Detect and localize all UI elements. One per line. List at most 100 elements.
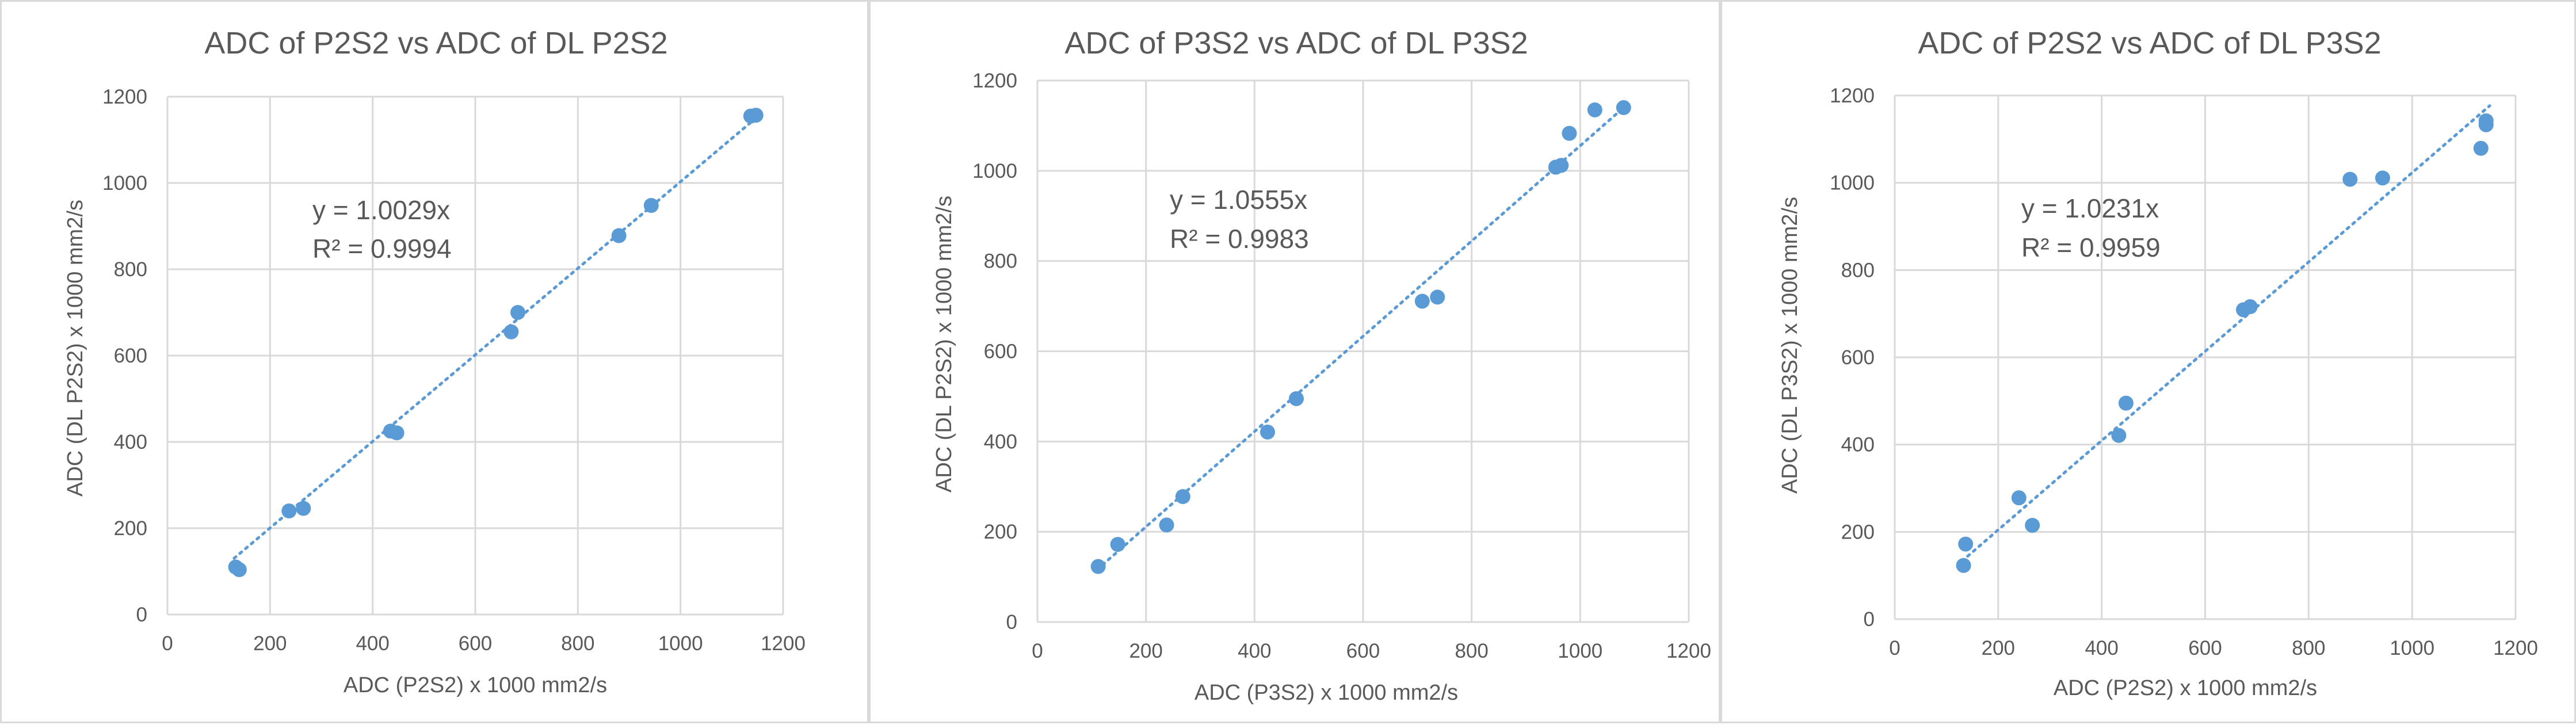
- x-tick-label: 1200: [1666, 640, 1711, 662]
- data-points: [1090, 100, 1631, 574]
- axis-ticks: 0 200 400 600 800 1000 1200 0 200 400 600 800 1000 12…: [102, 86, 806, 655]
- data-point: [510, 305, 526, 320]
- data-point: [1175, 489, 1190, 505]
- y-tick-label: 200: [1841, 521, 1875, 543]
- y-tick-label: 600: [984, 341, 1017, 363]
- data-point: [2025, 517, 2040, 533]
- y-axis-title: ADC (DL P3S2) x 1000 mm2/s: [1778, 197, 1802, 494]
- y-tick-label: 200: [114, 517, 147, 540]
- x-tick-label: 0: [162, 632, 173, 655]
- x-tick-label: 800: [561, 632, 594, 655]
- data-point: [1554, 158, 1569, 173]
- y-tick-label: 0: [136, 604, 147, 626]
- y-tick-label: 1200: [972, 70, 1017, 92]
- chart-title: ADC of P2S2 vs ADC of DL P3S2: [1918, 26, 2381, 60]
- data-point: [2478, 113, 2494, 128]
- data-points: [1956, 113, 2494, 573]
- x-tick-label: 0: [1889, 637, 1900, 659]
- trendline-path: [1960, 104, 2491, 563]
- trendline: [232, 115, 759, 560]
- x-tick-label: 800: [1455, 640, 1488, 662]
- x-tick-label: 1000: [2390, 637, 2434, 659]
- data-point: [2118, 395, 2134, 411]
- r-squared-label: R² = 0.9959: [2021, 232, 2161, 262]
- y-axis-title: ADC (DL P2S2) x 1000 mm2/s: [63, 200, 87, 497]
- scatter-chart-2: ADC of P3S2 vs ADC of DL P3S2 0 200 400 600…: [932, 26, 1711, 705]
- x-tick-label: 600: [1346, 640, 1380, 662]
- data-point: [1288, 391, 1304, 406]
- y-tick-label: 1000: [1830, 172, 1875, 194]
- trendline-path: [232, 115, 759, 560]
- data-point: [1430, 289, 1445, 305]
- data-point: [1159, 517, 1174, 533]
- y-tick-label: 1000: [102, 172, 147, 194]
- trendline: [1960, 104, 2491, 563]
- x-axis-title: ADC (P2S2) x 1000 mm2/s: [344, 673, 607, 697]
- x-axis-title: ADC (P3S2) x 1000 mm2/s: [1194, 681, 1458, 705]
- axis-ticks: 0 200 400 600 800 1000 1200 0 200 400 600 800 1000 12…: [972, 70, 1711, 662]
- r-squared-label: R² = 0.9994: [312, 234, 452, 264]
- x-tick-label: 1000: [1558, 640, 1602, 662]
- y-tick-label: 1200: [102, 86, 147, 108]
- y-tick-label: 1000: [972, 160, 1017, 182]
- data-point: [1616, 100, 1631, 116]
- x-tick-label: 400: [356, 632, 389, 655]
- x-tick-label: 400: [2085, 637, 2118, 659]
- y-tick-label: 1200: [1830, 85, 1875, 107]
- x-tick-label: 800: [2292, 637, 2325, 659]
- y-tick-label: 400: [114, 431, 147, 453]
- scatter-chart-3: ADC of P2S2 vs ADC of DL P3S2 0 200 400 600…: [1778, 26, 2538, 700]
- grid-lines: [1036, 79, 1690, 623]
- data-point: [1110, 537, 1125, 552]
- chart-title: ADC of P3S2 vs ADC of DL P3S2: [1064, 26, 1528, 60]
- chart-title: ADC of P2S2 vs ADC of DL P2S2: [204, 26, 667, 60]
- x-axis-title: ADC (P2S2) x 1000 mm2/s: [2054, 676, 2317, 700]
- x-tick-label: 200: [1982, 637, 2015, 659]
- data-point: [1587, 102, 1602, 117]
- data-points: [228, 108, 764, 577]
- x-tick-label: 200: [253, 632, 287, 655]
- data-point: [2342, 171, 2358, 187]
- x-tick-label: 200: [1129, 640, 1162, 662]
- y-tick-label: 800: [984, 250, 1017, 273]
- y-axis-title: ADC (DL P2S2) x 1000 mm2/s: [932, 196, 956, 493]
- y-tick-label: 200: [984, 521, 1017, 543]
- y-tick-label: 400: [1841, 434, 1875, 456]
- grid-lines: [1894, 94, 2517, 620]
- x-tick-label: 600: [459, 632, 492, 655]
- axis-ticks: 0 200 400 600 800 1000 1200 0 200 400 600 800 1000 12…: [1830, 85, 2538, 659]
- data-point: [2473, 140, 2489, 156]
- data-point: [1260, 424, 1275, 440]
- x-tick-label: 1200: [761, 632, 806, 655]
- x-tick-label: 0: [1032, 640, 1043, 662]
- trendline-equation: y = 1.0029x: [312, 195, 450, 225]
- data-point: [231, 562, 247, 577]
- data-point: [281, 503, 297, 518]
- data-point: [2242, 299, 2258, 315]
- x-tick-label: 600: [2188, 637, 2222, 659]
- data-point: [503, 324, 519, 339]
- y-tick-label: 0: [1006, 611, 1017, 634]
- data-point: [2111, 428, 2127, 443]
- chart-panel-2: ADC of P3S2 vs ADC of DL P3S2 0 200 400 600…: [869, 0, 1720, 723]
- trendline: [1096, 104, 1628, 571]
- y-tick-label: 600: [114, 345, 147, 367]
- trendline-path: [1096, 104, 1628, 571]
- data-point: [1562, 125, 1577, 141]
- y-tick-label: 800: [1841, 259, 1875, 281]
- scatter-chart-1: ADC of P2S2 vs ADC of DL P2S2 0 200 400 600…: [63, 26, 806, 697]
- data-point: [1956, 558, 1971, 573]
- data-point: [611, 228, 627, 243]
- y-tick-label: 0: [1864, 608, 1875, 631]
- y-tick-label: 400: [984, 430, 1017, 453]
- data-point: [296, 501, 311, 516]
- data-point: [748, 108, 764, 123]
- y-tick-label: 800: [114, 258, 147, 281]
- data-point: [2375, 170, 2390, 186]
- trendline-equation: y = 1.0231x: [2021, 193, 2159, 223]
- data-point: [1958, 536, 1974, 552]
- r-squared-label: R² = 0.9983: [1170, 224, 1309, 254]
- chart-panel-1: ADC of P2S2 vs ADC of DL P2S2 0 200 400 600…: [0, 0, 869, 723]
- data-point: [1414, 293, 1430, 309]
- data-point: [2011, 490, 2027, 506]
